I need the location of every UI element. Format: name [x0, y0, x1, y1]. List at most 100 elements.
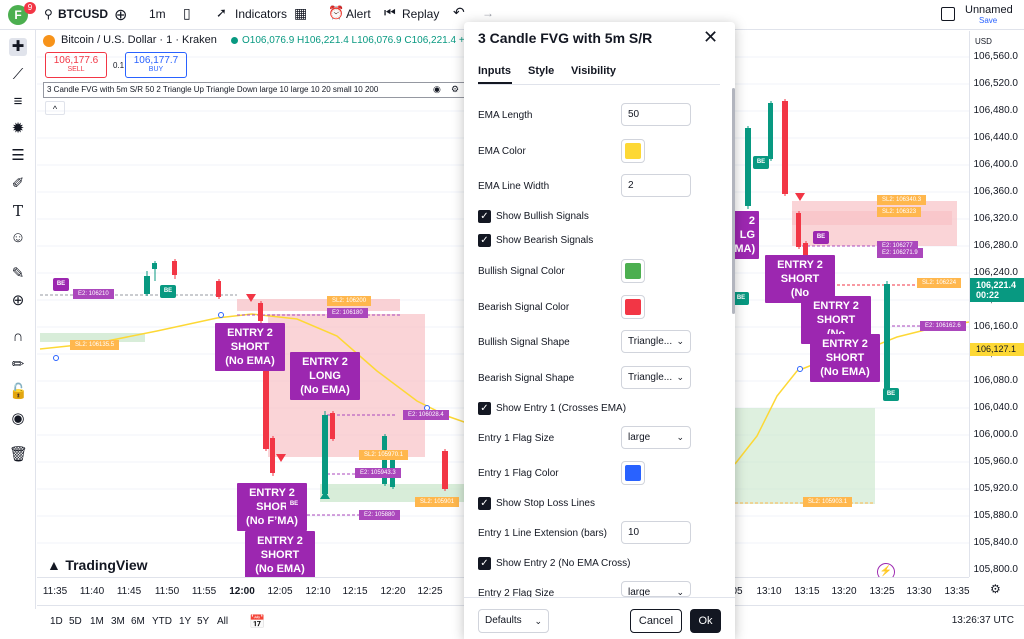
dialog-scrollbar[interactable]: [732, 88, 735, 314]
entry2-size-select[interactable]: large ⌄: [621, 581, 691, 597]
range-button[interactable]: YTD: [152, 616, 172, 627]
legend-collapse-button[interactable]: ^: [45, 101, 65, 115]
legend-title[interactable]: Bitcoin / U.S. Dollar · 1 · Kraken: [61, 34, 217, 46]
show-bearish-checkbox[interactable]: ✓: [478, 234, 491, 247]
undo-icon[interactable]: ↶: [453, 4, 465, 20]
range-button[interactable]: All: [217, 616, 229, 627]
interval-selector[interactable]: 1m: [149, 7, 166, 21]
emoji-icon[interactable]: ☺: [10, 229, 26, 246]
breakeven-marker: BE: [733, 292, 749, 305]
symbol-name[interactable]: BTCUSD: [58, 7, 108, 21]
show-bearish-label[interactable]: Show Bearish Signals: [496, 235, 594, 246]
range-button[interactable]: 5D: [69, 616, 82, 627]
range-button[interactable]: 5Y: [197, 616, 210, 627]
show-sl-label[interactable]: Show Stop Loss Lines: [496, 498, 595, 509]
magnet-icon[interactable]: ∩: [12, 328, 24, 345]
show-entry2-label[interactable]: Show Entry 2 (No EMA Cross): [496, 558, 631, 569]
indicators-button[interactable]: Indicators: [235, 7, 288, 21]
forecast-icon[interactable]: ☰: [11, 147, 25, 164]
flag-line: ENTRY 2: [813, 300, 859, 312]
zoom-in-icon[interactable]: ⊕: [11, 292, 25, 309]
buy-button[interactable]: 106,177.7 BUY: [125, 52, 187, 78]
replay-icon[interactable]: ⏮: [384, 5, 396, 20]
cancel-button[interactable]: Cancel: [630, 609, 682, 633]
sell-label: SELL: [67, 66, 85, 73]
templates-icon[interactable]: ▦: [294, 5, 308, 21]
bullish-shape-select[interactable]: Triangle... ⌄: [621, 330, 691, 353]
sell-button[interactable]: 106,177.6 SELL: [45, 52, 107, 78]
ruler-icon[interactable]: ✎: [11, 265, 25, 282]
tab-inputs[interactable]: Inputs: [478, 65, 511, 77]
settings-icon[interactable]: ⚙: [451, 84, 460, 94]
time-tick-label: 13:25: [869, 586, 895, 597]
show-entry1-checkbox[interactable]: ✓: [478, 402, 491, 415]
lock-drawing-icon[interactable]: ✏: [11, 356, 25, 373]
bullish-shape-label: Bullish Signal Shape: [478, 337, 570, 348]
settings-icon[interactable]: ⚙: [990, 582, 1001, 596]
currency-selector[interactable]: USD: [975, 37, 992, 46]
eye-icon[interactable]: ◉: [433, 84, 441, 94]
bullish-color-picker[interactable]: [621, 259, 645, 283]
layout-checkbox[interactable]: [941, 7, 955, 21]
range-button[interactable]: 1Y: [179, 616, 192, 627]
price-axis[interactable]: USD 106,560.0 106,520.0 106,480.0 106,440.0…: [969, 31, 1024, 596]
indicator-legend-row[interactable]: 3 Candle FVG with 5m S/R 50 2 Triangle U…: [43, 82, 465, 98]
tab-visibility[interactable]: Visibility: [571, 65, 617, 77]
candle-type-icon[interactable]: ▯: [183, 5, 191, 21]
layout-save-status[interactable]: Save: [979, 16, 998, 25]
show-bullish-checkbox[interactable]: ✓: [478, 210, 491, 223]
entry1-extension-input[interactable]: 10: [621, 521, 691, 544]
alert-icon[interactable]: ⏰: [328, 5, 345, 20]
text-icon[interactable]: T: [12, 202, 23, 220]
range-button[interactable]: 1M: [90, 616, 104, 627]
flag-line: (No EMA): [255, 563, 305, 575]
search-icon[interactable]: ⚲: [44, 7, 53, 21]
range-button[interactable]: 1D: [50, 616, 63, 627]
show-sl-checkbox[interactable]: ✓: [478, 497, 491, 510]
pattern-icon[interactable]: ✹: [11, 120, 25, 137]
show-entry2-checkbox[interactable]: ✓: [478, 557, 491, 570]
indicators-icon[interactable]: ➚: [216, 5, 227, 20]
sl-zone-green-left: [40, 333, 145, 342]
close-icon[interactable]: ✕: [703, 27, 719, 47]
crosshair-icon[interactable]: ✚: [9, 38, 27, 56]
entry1-size-select[interactable]: large ⌄: [621, 426, 691, 449]
range-button[interactable]: 3M: [111, 616, 125, 627]
flag-line: SHOR: [256, 501, 288, 513]
replay-button[interactable]: Replay: [402, 7, 440, 21]
bearish-shape-select[interactable]: Triangle... ⌄: [621, 366, 691, 389]
show-entry1-label[interactable]: Show Entry 1 (Crosses EMA): [496, 403, 627, 414]
bearish-color-picker[interactable]: [621, 295, 645, 319]
ema-color-picker[interactable]: [621, 139, 645, 163]
entry1-color-picker[interactable]: [621, 461, 645, 485]
user-avatar[interactable]: F: [8, 5, 28, 25]
lock-icon[interactable]: 🔓: [9, 383, 28, 400]
chevron-down-icon: ⌄: [534, 616, 542, 626]
brush-icon[interactable]: ✐: [11, 175, 25, 192]
tab-style[interactable]: Style: [528, 65, 555, 77]
flag-line: ENTRY 2: [777, 259, 823, 271]
trash-icon[interactable]: 🗑: [9, 446, 29, 463]
goto-realtime-icon[interactable]: ⚡: [877, 563, 895, 577]
ema-line-width-input[interactable]: 2: [621, 174, 691, 197]
buy-label: BUY: [148, 66, 164, 73]
long-zone-green-right: [735, 408, 875, 504]
alert-button[interactable]: Alert: [346, 7, 371, 21]
ok-button[interactable]: Ok: [690, 609, 721, 633]
goto-date-icon[interactable]: 📅: [249, 614, 266, 629]
compare-add-icon[interactable]: ⊕: [114, 7, 128, 24]
bearish-shape-value: Triangle...: [628, 372, 673, 383]
ema-length-input[interactable]: 50: [621, 103, 691, 126]
show-bullish-label[interactable]: Show Bullish Signals: [496, 211, 589, 222]
range-button[interactable]: 6M: [131, 616, 145, 627]
tradingview-watermark[interactable]: ▲ TradingView: [47, 557, 148, 575]
flag-line: (No F’MA): [246, 515, 298, 527]
utc-clock[interactable]: 13:26:37 UTC: [951, 615, 1014, 626]
layout-name[interactable]: Unnamed: [965, 4, 1013, 16]
eye-icon[interactable]: ◉: [11, 410, 25, 427]
fib-retracement-icon[interactable]: ≡: [13, 93, 23, 110]
trendline-icon[interactable]: ⟋: [12, 66, 24, 83]
flag-line: ENTRY 2: [822, 338, 868, 350]
defaults-dropdown[interactable]: Defaults ⌄: [478, 609, 549, 633]
entry-level-tag: E2: 106180: [327, 308, 368, 318]
